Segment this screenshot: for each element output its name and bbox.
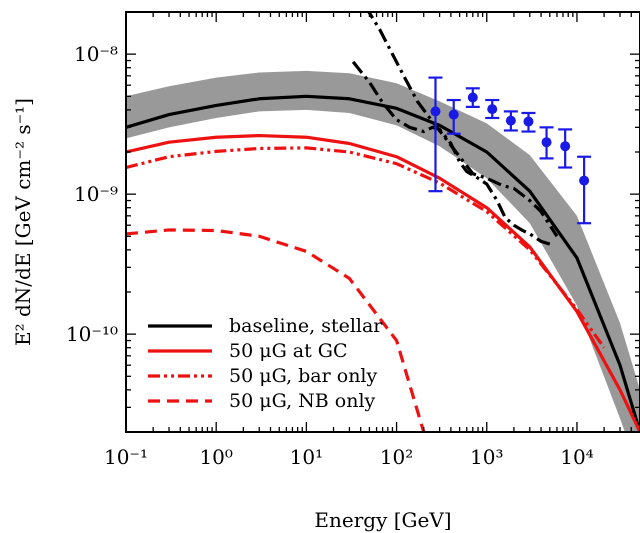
series-line-0 [126,94,640,432]
y-tick-label: 10⁻¹⁰ [66,322,118,346]
axes: 10⁻¹ 10⁰ 10¹ 10² 10³ 10⁴ 10⁻¹⁰ 10⁻⁹ 10⁻⁸ [66,11,640,469]
data-point-8 [577,155,592,225]
y-tick-label: 10⁻⁹ [74,182,118,206]
y-axis-title: E² dN/dE [GeV cm⁻² s⁻¹] [11,98,35,346]
data-marker [448,109,459,120]
data-point-7 [558,128,573,169]
series-line-2 [126,146,606,349]
legend-label: baseline, stellar [229,315,383,337]
data-point-3 [485,98,500,120]
plot-area [126,12,640,432]
x-tick-label: 10¹ [290,445,323,469]
data-point-6 [539,126,554,160]
series-line-1 [126,133,640,432]
series-line-3 [126,228,426,432]
x-tick-label: 10⁻¹ [104,445,148,469]
series-layer [126,12,640,432]
data-point-2 [465,87,480,108]
legend-label: 50 μG at GC [229,340,348,362]
data-marker [560,141,571,152]
y-tick-label: 10⁻⁸ [74,42,118,66]
legend-label: 50 μG, bar only [229,365,378,387]
data-marker [541,137,552,148]
x-tick-label: 10³ [470,445,503,469]
x-tick-label: 10⁴ [560,445,593,469]
data-point-0 [428,76,443,193]
data-marker [430,106,441,117]
errorbar-layer [428,76,592,225]
series-line-5 [351,60,551,246]
uncertainty-band [126,70,640,432]
data-marker [505,115,516,126]
legend-label: 50 μG, NB only [229,390,376,412]
series-line-4 [367,12,559,238]
x-tick-label: 10⁰ [199,445,232,469]
data-marker [523,116,534,127]
x-tick-label: 10² [380,445,413,469]
data-marker [579,175,590,186]
data-point-5 [521,111,536,133]
data-marker [467,92,478,103]
uncertainty-band-layer [126,70,640,432]
data-marker [487,104,498,115]
data-point-4 [503,110,518,132]
data-point-1 [446,98,461,135]
x-axis-title: Energy [GeV] [314,508,451,532]
legend: baseline, stellar 50 μG at GC 50 μG, bar o… [148,315,383,412]
